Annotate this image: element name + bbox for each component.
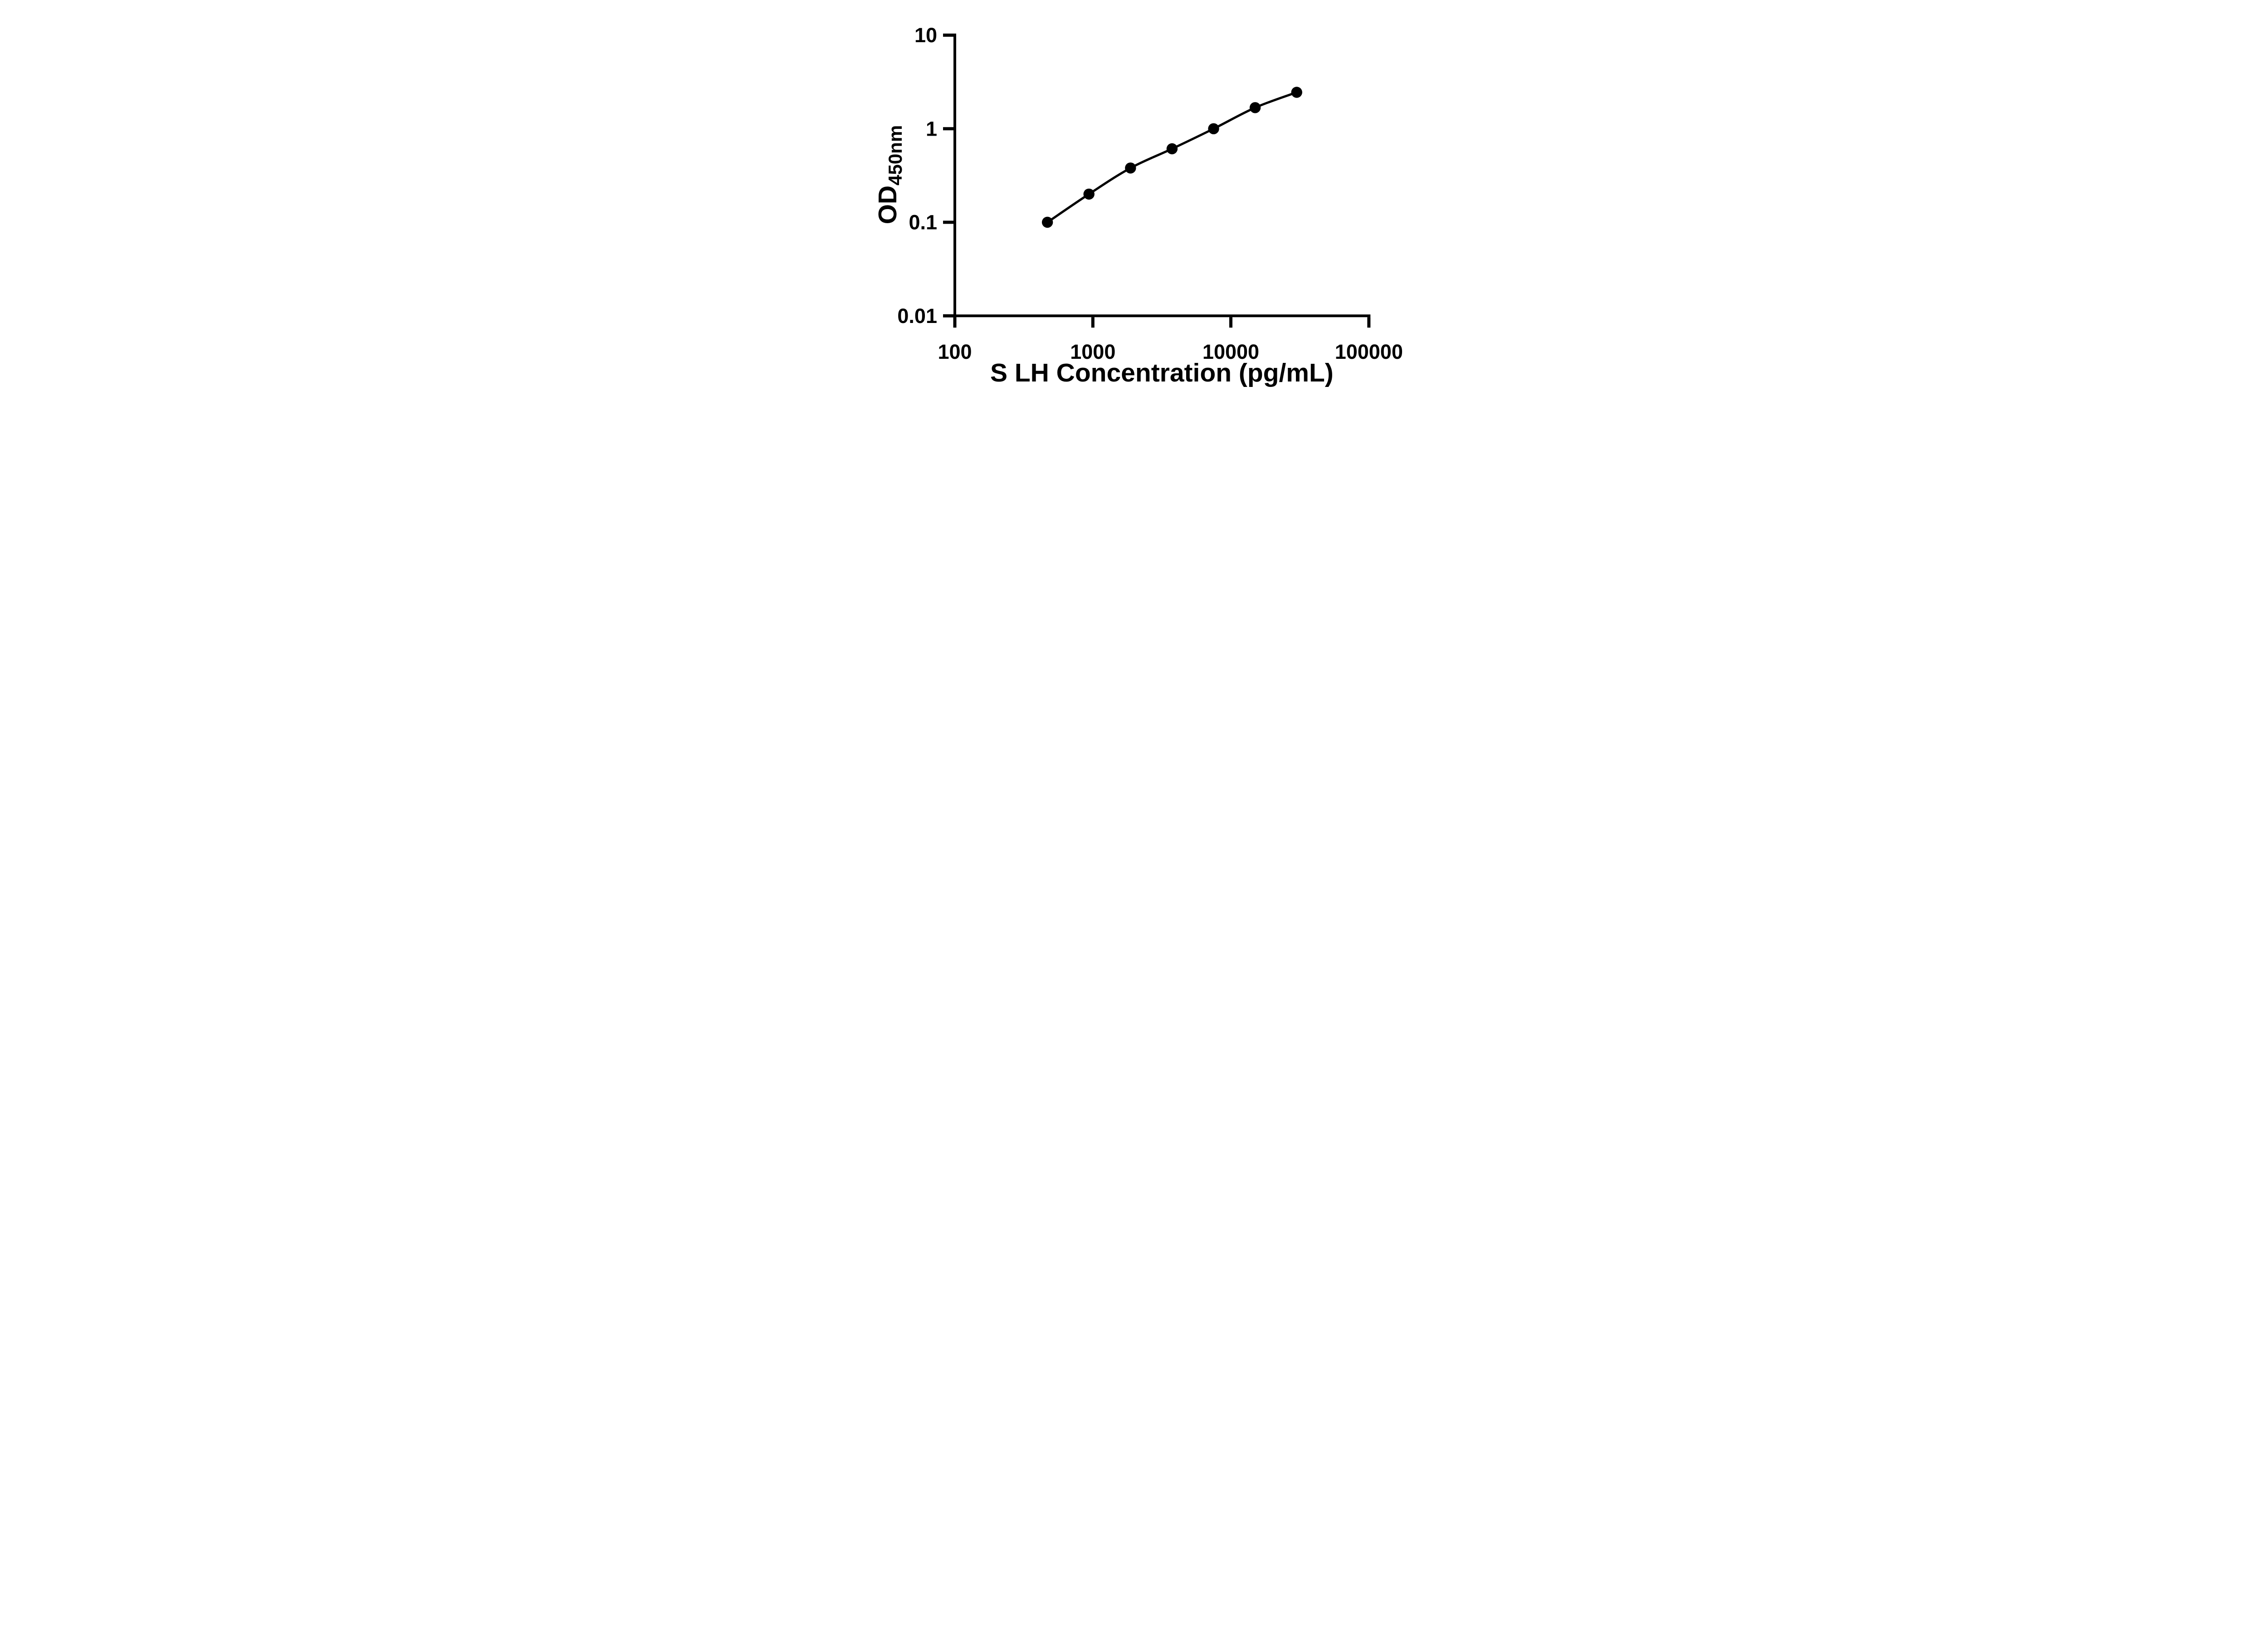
data-point — [1208, 123, 1219, 134]
y-tick-label: 0.1 — [909, 211, 937, 234]
data-point — [1125, 162, 1136, 174]
standard-curve-figure: 10 1 0.1 0.01 100 1000 10000 100000 S LH Concent… — [842, 0, 1426, 408]
x-tick-label: 100000 — [1335, 340, 1403, 363]
data-point — [1166, 143, 1178, 155]
data-point — [1041, 216, 1053, 228]
y-axis-title-subscript: 450nm — [885, 125, 906, 186]
y-tick-label: 0.01 — [897, 304, 937, 328]
x-axis-title: S LH Concentration (pg/mL) — [990, 358, 1334, 387]
y-axis-title-group: OD450nm — [873, 125, 906, 225]
data-point — [1249, 102, 1261, 113]
x-tick-label: 1000 — [1070, 340, 1115, 363]
figure-background — [842, 0, 1426, 408]
x-tick-label: 10000 — [1202, 340, 1259, 363]
data-point — [1083, 188, 1095, 200]
y-axis-title: OD450nm — [873, 125, 906, 225]
x-tick-label: 100 — [938, 340, 972, 363]
y-tick-label: 1 — [926, 117, 937, 140]
y-axis-title-main: OD — [873, 186, 902, 225]
data-point — [1291, 87, 1302, 98]
y-tick-label: 10 — [914, 24, 937, 47]
